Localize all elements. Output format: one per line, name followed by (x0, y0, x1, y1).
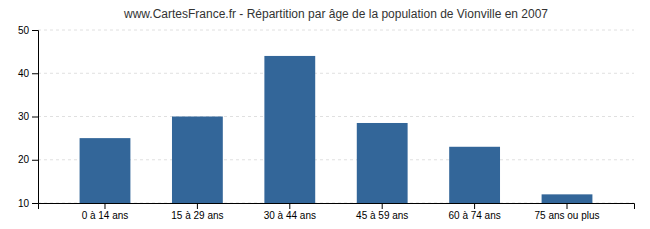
bar (357, 123, 408, 203)
tick: 40 (18, 68, 38, 79)
tick-label: 60 à 74 ans (448, 210, 500, 221)
bar (172, 117, 223, 204)
tick-mark (197, 203, 198, 209)
tick-label: 30 (18, 111, 30, 122)
tick-mark (104, 203, 105, 209)
bar (449, 147, 500, 203)
tick-mark (32, 203, 38, 204)
chart-container: 10 20 30 40 50 0 à 14 ans 15 à 29 ans 30 à 44 a… (0, 0, 650, 229)
grid-line (38, 116, 634, 117)
tick: 15 à 29 ans (171, 203, 223, 221)
tick-label: 30 à 44 ans (264, 210, 316, 221)
tick: 50 (18, 25, 38, 36)
tick-label: 10 (18, 198, 30, 209)
plot: 10 20 30 40 50 0 à 14 ans 15 à 29 ans 30 à 44 a… (18, 25, 635, 221)
axis-domain (39, 204, 635, 210)
tick-mark (382, 203, 383, 209)
tick-mark (32, 30, 38, 31)
tick-mark (289, 203, 290, 209)
tick: 10 (18, 198, 38, 209)
tick: 30 (18, 111, 38, 122)
tick-mark (32, 160, 38, 161)
x-axis: 0 à 14 ans 15 à 29 ans 30 à 44 ans 45 à 59 … (39, 203, 635, 221)
grid (38, 30, 634, 203)
tick-mark (32, 117, 38, 118)
tick-label: 75 ans ou plus (534, 210, 599, 221)
tick-mark (567, 203, 568, 209)
tick-label: 20 (18, 154, 30, 165)
bars (80, 56, 593, 203)
grid-line (38, 73, 634, 74)
tick-label: 40 (18, 68, 30, 79)
tick-label: 15 à 29 ans (171, 210, 223, 221)
grid-line (38, 30, 634, 31)
bar (80, 138, 131, 203)
chart-svg: 10 20 30 40 50 0 à 14 ans 15 à 29 ans 30 à 44 a… (0, 0, 650, 229)
tick-label: 0 à 14 ans (82, 210, 129, 221)
tick: 75 ans ou plus (534, 203, 599, 221)
tick: 20 (18, 154, 38, 165)
tick-mark (32, 73, 38, 74)
tick: 0 à 14 ans (82, 203, 129, 221)
axis-domain (32, 31, 39, 204)
title: www.CartesFrance.fr - Répartition par âg… (123, 7, 548, 21)
tick: 45 à 59 ans (356, 203, 408, 221)
tick-label: 50 (18, 25, 30, 36)
bar (264, 56, 315, 203)
tick: 60 à 74 ans (448, 203, 500, 221)
tick-label: 45 à 59 ans (356, 210, 408, 221)
bar (542, 194, 593, 203)
tick: 30 à 44 ans (264, 203, 316, 221)
y-axis: 10 20 30 40 50 (18, 25, 39, 209)
tick-mark (474, 203, 475, 209)
